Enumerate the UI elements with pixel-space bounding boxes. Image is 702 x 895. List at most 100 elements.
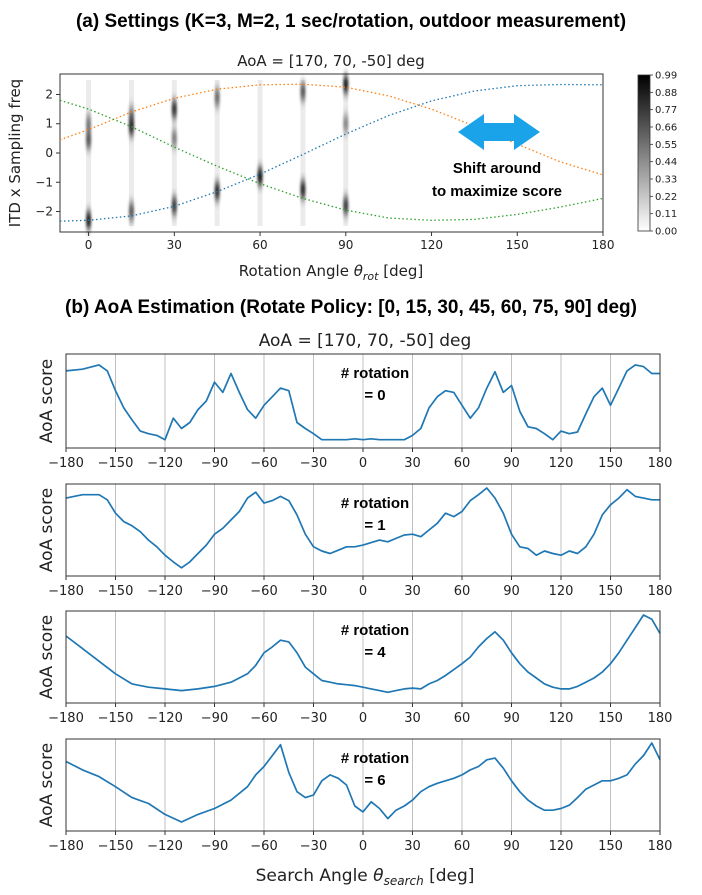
heatmap-curves [59, 83, 604, 222]
x-tick-label: −60 [250, 711, 277, 726]
heatmap-cell-10 [214, 88, 220, 107]
x-tick-label: 30 [404, 456, 421, 471]
heatmap-cell-6 [171, 100, 178, 119]
x-tick-label: 90 [503, 839, 520, 854]
x-tick-label: 150 [598, 456, 623, 471]
x-tick-label: 60 [454, 839, 471, 854]
aoa-xlabel-main: Search Angle [256, 866, 374, 886]
heatmap-x-ticks: 0 30 60 90 120 150 180 [85, 232, 615, 252]
aoa-chart-title: AoA = [170, 70, -50] deg [259, 331, 472, 351]
aoa-x-axis-label: Search Angle θsearch [deg] [256, 866, 475, 888]
x-tick-label: −60 [250, 456, 277, 471]
colorbar-tick-label: 0.33 [655, 175, 677, 186]
annotation-line-1: Shift around [453, 160, 541, 177]
heatmap-cell-15 [342, 196, 349, 215]
heatmap-xlabel-main: Rotation Angle [239, 262, 354, 280]
heatmap-column-1 [128, 80, 134, 226]
x-tick-label: 90 [503, 456, 520, 471]
aoa-xlabel-tail: [deg] [424, 866, 475, 886]
x-tick-label: −90 [201, 711, 228, 726]
aoa-panel-rotation-0: −180 −150 −120 −90 −60 −30 0 30 60 90 120 150 180 AoA… [37, 353, 672, 471]
heatmap-title: AoA = [170, 70, -50] deg [237, 52, 425, 70]
annotation-line-2: to maximize score [432, 183, 562, 200]
heatmap-cell-8 [171, 129, 178, 148]
colorbar-tick-label: 0.66 [655, 123, 677, 134]
heatmap-y-tick-label: −1 [35, 175, 53, 189]
y-axis-label: AoA score [37, 615, 57, 699]
heatmap-y-tick-label: 0 [45, 146, 53, 160]
aoa-score-line [65, 614, 661, 694]
heatmap-y-tick-label: 2 [45, 87, 53, 101]
heatmap-cell-16 [342, 114, 349, 133]
x-tick-label: 0 [359, 711, 367, 726]
x-tick-label: 180 [648, 584, 673, 599]
x-tick-label: −90 [201, 839, 228, 854]
x-tick-label: −150 [98, 711, 134, 726]
heatmap-column-4 [257, 80, 263, 226]
x-tick-label: 0 [359, 839, 367, 854]
x-tick-label: 60 [454, 711, 471, 726]
heatmap-xlabel-sub: rot [363, 270, 379, 283]
heatmap-cell-11 [257, 167, 263, 186]
aoa-score-line [65, 364, 660, 441]
x-tick-label: 120 [549, 839, 574, 854]
colorbar-tick-label: 0.88 [655, 88, 677, 99]
heatmap-x-tick-label: 90 [338, 238, 353, 252]
heatmap-cell-2 [85, 114, 92, 133]
heatmap-cell-4 [128, 202, 135, 221]
section-b-title: (b) AoA Estimation (Rotate Policy: [0, 1… [65, 297, 637, 318]
heatmap-plot-area [59, 73, 604, 233]
heatmap-y-tick-label: 1 [45, 117, 53, 131]
aoa-score-line [65, 742, 661, 823]
x-tick-label: 180 [648, 839, 673, 854]
heatmap-chart: AoA = [170, 70, -50] deg 0 30 60 90 120 150 18… [6, 52, 677, 283]
rotation-label-line-2: = 4 [364, 644, 386, 661]
aoa-score-chart: AoA = [170, 70, -50] deg −180 −150 −120 −90… [37, 331, 672, 888]
x-tick-label: 120 [549, 584, 574, 599]
heatmap-x-axis-label: Rotation Angle θrot [deg] [239, 262, 423, 283]
shift-arrow [458, 114, 540, 150]
aoa-score-line [65, 487, 660, 569]
x-tick-label: 90 [503, 711, 520, 726]
x-tick-label: −30 [300, 584, 327, 599]
heatmap-curve-orange [59, 83, 604, 176]
heatmap-y-axis-label: ITD x Sampling freq [6, 79, 24, 227]
rotation-label-line-1: # rotation [341, 495, 409, 512]
y-axis-label: AoA score [37, 488, 57, 572]
heatmap-x-tick-label: 120 [420, 238, 443, 252]
x-tick-label: −120 [147, 839, 183, 854]
x-tick-label: −180 [48, 584, 84, 599]
rotation-label-line-2: = 1 [364, 517, 385, 534]
x-tick-label: 180 [648, 711, 673, 726]
colorbar-tick-label: 0.55 [655, 140, 677, 151]
x-tick-label: −120 [147, 584, 183, 599]
colorbar-tick-label: 0.11 [655, 209, 677, 220]
heatmap-column-2 [171, 80, 177, 226]
colorbar [637, 74, 651, 232]
heatmap-x-tick-label: 150 [506, 238, 529, 252]
x-tick-label: −60 [250, 839, 277, 854]
heatmap-cell-5 [128, 105, 135, 124]
x-tick-label: −60 [250, 584, 277, 599]
aoa-panel-rotation-2: −180 −150 −120 −90 −60 −30 0 30 60 90 120 150 180 AoA… [37, 610, 673, 726]
heatmap-x-tick-label: 180 [592, 238, 615, 252]
x-tick-label: 30 [404, 711, 421, 726]
heatmap-column-3 [214, 80, 220, 226]
x-tick-label: −30 [300, 456, 327, 471]
heatmap-cell-7 [171, 196, 178, 215]
x-tick-label: −90 [201, 584, 228, 599]
x-tick-label: −180 [48, 711, 84, 726]
aoa-panel-rotation-1: −180 −150 −120 −90 −60 −30 0 30 60 90 120 150 180 AoA… [37, 483, 673, 599]
x-tick-label: −180 [48, 839, 84, 854]
x-tick-label: −150 [98, 839, 134, 854]
rotation-label-line-2: = 6 [364, 772, 385, 789]
heatmap-x-tick-label: 30 [167, 238, 182, 252]
x-tick-label: −30 [300, 711, 327, 726]
heatmap-cell-14 [342, 75, 349, 94]
heatmap-cells [85, 75, 349, 230]
x-tick-label: −150 [98, 584, 134, 599]
x-tick-label: 120 [549, 456, 574, 471]
heatmap-x-tick-label: 0 [85, 238, 93, 252]
rotation-label-line-1: # rotation [341, 622, 409, 639]
x-tick-label: 150 [598, 711, 623, 726]
